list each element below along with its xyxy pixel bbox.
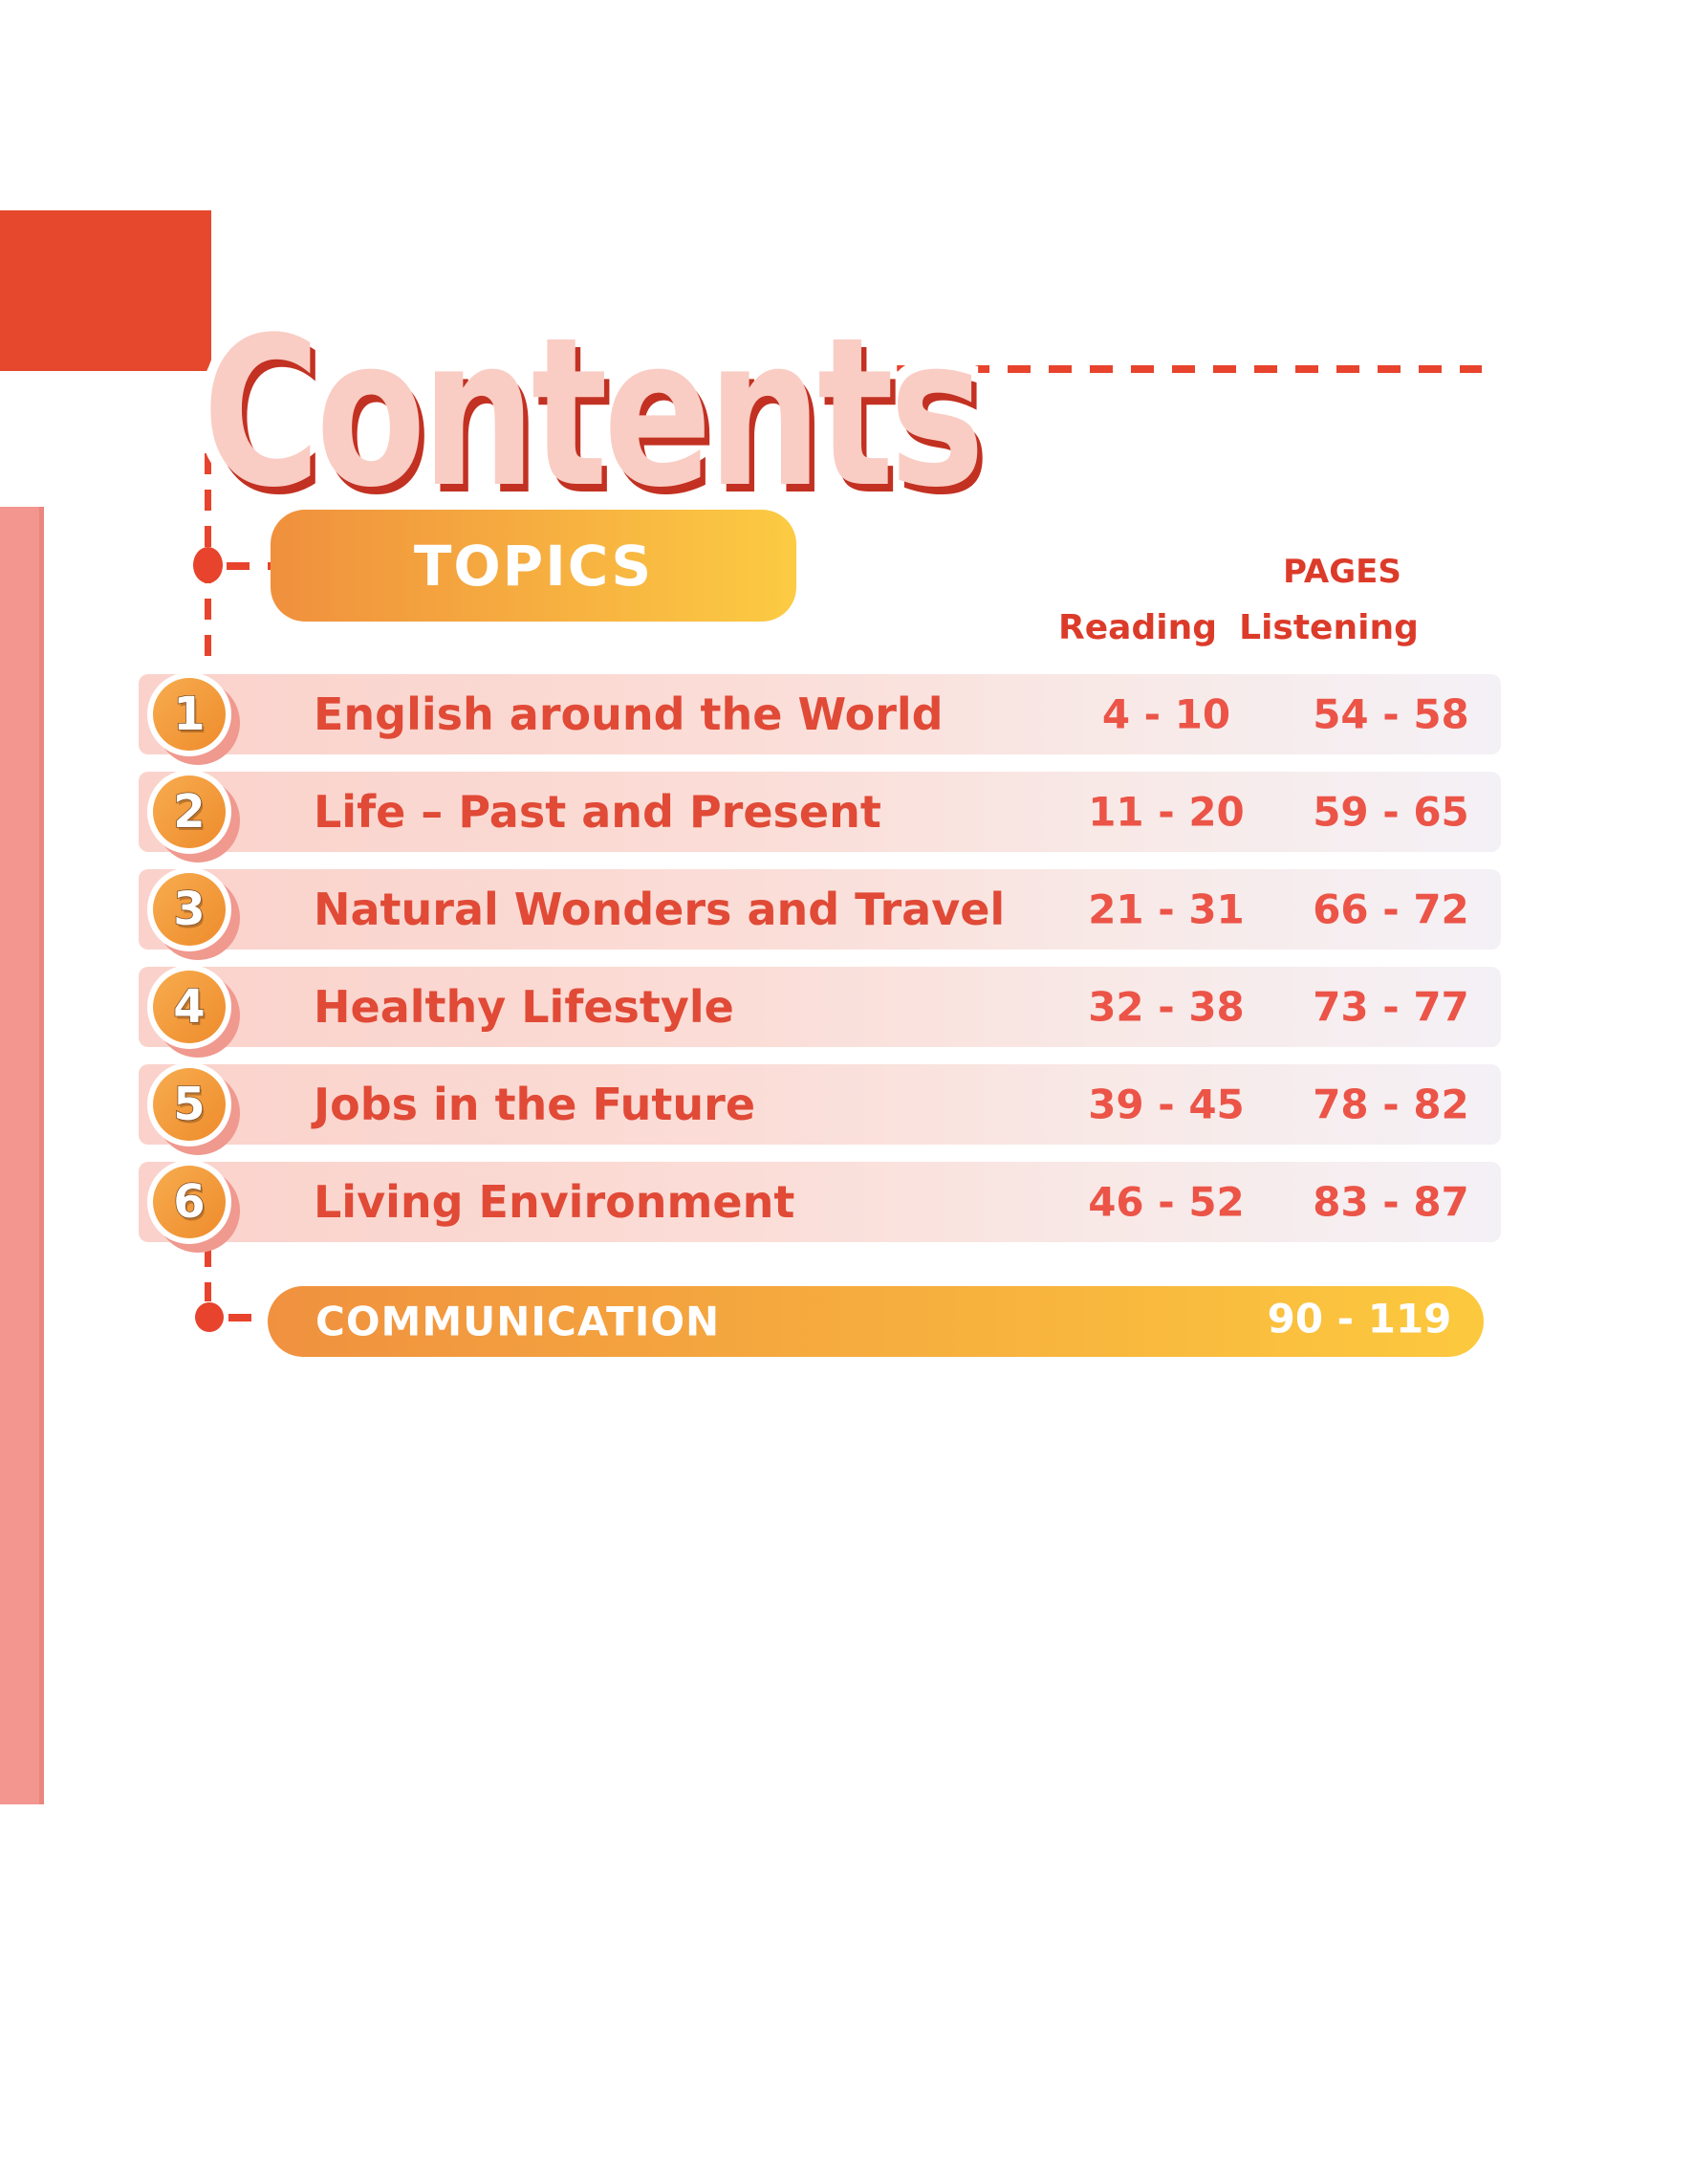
row-number-badge: 4 xyxy=(147,965,240,1058)
badge-circle: 4 xyxy=(153,971,226,1043)
row-number: 1 xyxy=(173,687,206,742)
toc-row: 4 Healthy Lifestyle 32 - 38 73 - 77 xyxy=(0,965,1694,1058)
row-title: English around the World xyxy=(314,688,944,740)
connector-dashes-communication xyxy=(228,1314,272,1321)
row-listening-pages: 59 - 65 xyxy=(1313,788,1469,836)
column-header-reading: Reading xyxy=(1058,608,1217,647)
toc-row: 1 English around the World 4 - 10 54 - 5… xyxy=(0,672,1694,765)
row-number-badge: 2 xyxy=(147,770,240,863)
row-title: Jobs in the Future xyxy=(314,1079,756,1130)
row-listening-pages: 83 - 87 xyxy=(1313,1178,1469,1226)
row-reading-pages: 11 - 20 xyxy=(1088,788,1245,836)
topics-badge: TOPICS xyxy=(271,510,796,622)
title-highlight-block xyxy=(0,210,211,371)
row-listening-pages: 54 - 58 xyxy=(1313,690,1469,738)
row-number: 4 xyxy=(173,979,206,1035)
toc-row: 3 Natural Wonders and Travel 21 - 31 66 … xyxy=(0,867,1694,960)
row-number-badge: 1 xyxy=(147,672,240,765)
row-number: 2 xyxy=(173,784,206,840)
row-listening-pages: 78 - 82 xyxy=(1313,1081,1469,1128)
badge-circle: 3 xyxy=(153,873,226,946)
badge-circle: 6 xyxy=(153,1166,226,1238)
title-underline-dashes xyxy=(884,365,1482,373)
row-bar xyxy=(139,1064,1501,1145)
row-number: 6 xyxy=(173,1174,206,1230)
communication-bar: COMMUNICATION 90 - 119 xyxy=(268,1286,1484,1357)
connector-dashes-topics xyxy=(227,562,272,570)
connector-line-top xyxy=(205,381,211,663)
side-accent-bar xyxy=(0,507,44,1804)
connector-dot-topics xyxy=(193,547,223,583)
row-number-badge: 6 xyxy=(147,1160,240,1253)
row-listening-pages: 73 - 77 xyxy=(1313,983,1469,1031)
toc-row: 2 Life – Past and Present 11 - 20 59 - 6… xyxy=(0,770,1694,863)
badge-circle: 1 xyxy=(153,678,226,751)
toc-row: 6 Living Environment 46 - 52 83 - 87 xyxy=(0,1160,1694,1253)
row-bar xyxy=(139,869,1501,950)
row-title: Healthy Lifestyle xyxy=(314,981,734,1033)
row-number-badge: 5 xyxy=(147,1062,240,1155)
badge-circle: 5 xyxy=(153,1068,226,1141)
topics-label: TOPICS xyxy=(413,533,654,599)
column-header-listening: Listening xyxy=(1239,608,1419,647)
pages-header: PAGES xyxy=(1283,553,1401,591)
row-title: Life – Past and Present xyxy=(314,786,881,838)
row-reading-pages: 21 - 31 xyxy=(1088,885,1245,933)
connector-line-bottom xyxy=(205,1246,211,1301)
toc-row: 5 Jobs in the Future 39 - 45 78 - 82 xyxy=(0,1062,1694,1155)
badge-circle: 2 xyxy=(153,775,226,848)
row-bar xyxy=(139,674,1501,754)
row-bar xyxy=(139,1162,1501,1242)
communication-pages: 90 - 119 xyxy=(1267,1295,1452,1343)
row-reading-pages: 39 - 45 xyxy=(1088,1081,1245,1128)
communication-label: COMMUNICATION xyxy=(315,1298,721,1345)
row-bar xyxy=(139,772,1501,852)
row-number-badge: 3 xyxy=(147,867,240,960)
row-listening-pages: 66 - 72 xyxy=(1313,885,1469,933)
row-number: 5 xyxy=(173,1077,206,1132)
row-reading-pages: 46 - 52 xyxy=(1088,1178,1245,1226)
connector-dot-communication xyxy=(195,1302,224,1332)
row-number: 3 xyxy=(173,882,206,937)
row-title: Living Environment xyxy=(314,1176,795,1228)
page-title: Contents xyxy=(201,293,987,534)
row-bar xyxy=(139,967,1501,1047)
row-title: Natural Wonders and Travel xyxy=(314,884,1006,935)
row-reading-pages: 4 - 10 xyxy=(1101,690,1231,738)
row-reading-pages: 32 - 38 xyxy=(1088,983,1245,1031)
